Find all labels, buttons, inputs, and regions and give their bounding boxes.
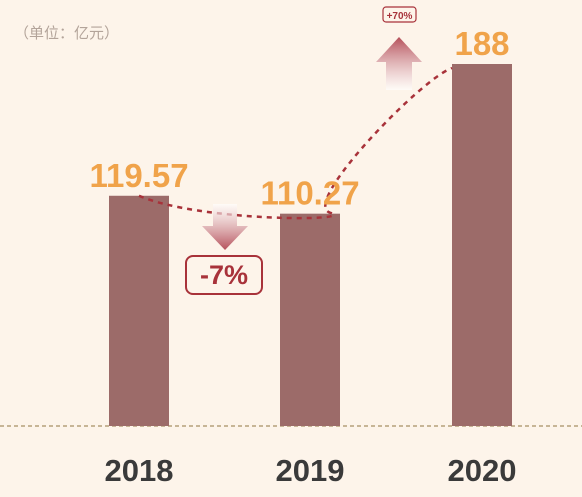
decrease-annotation: -7% <box>185 204 263 295</box>
value-label-2018: 119.57 <box>89 157 188 194</box>
increase-badge-box <box>382 6 417 23</box>
down-arrow-icon <box>202 204 248 250</box>
value-label-2020: 188 <box>454 25 509 62</box>
unit-label: （单位：亿元） <box>14 24 120 42</box>
bar-2020 <box>452 64 512 426</box>
value-labels-group: 119.57 110.27 188 <box>89 25 509 212</box>
decrease-badge: -7% <box>200 260 248 290</box>
category-labels-group: 2018 2019 2020 <box>105 453 517 488</box>
category-label-2019: 2019 <box>276 453 345 488</box>
bar-2018 <box>109 195 169 426</box>
decrease-badge-box <box>185 255 263 295</box>
category-label-2020: 2020 <box>448 453 517 488</box>
trend-line <box>138 66 453 220</box>
value-label-2019: 110.27 <box>260 175 359 212</box>
up-arrow-icon <box>376 37 422 90</box>
increase-annotation: +70% <box>376 6 422 90</box>
increase-badge: +70% <box>387 11 413 22</box>
bar-2019 <box>280 213 340 426</box>
category-label-2018: 2018 <box>105 453 174 488</box>
bars-group <box>109 64 512 426</box>
